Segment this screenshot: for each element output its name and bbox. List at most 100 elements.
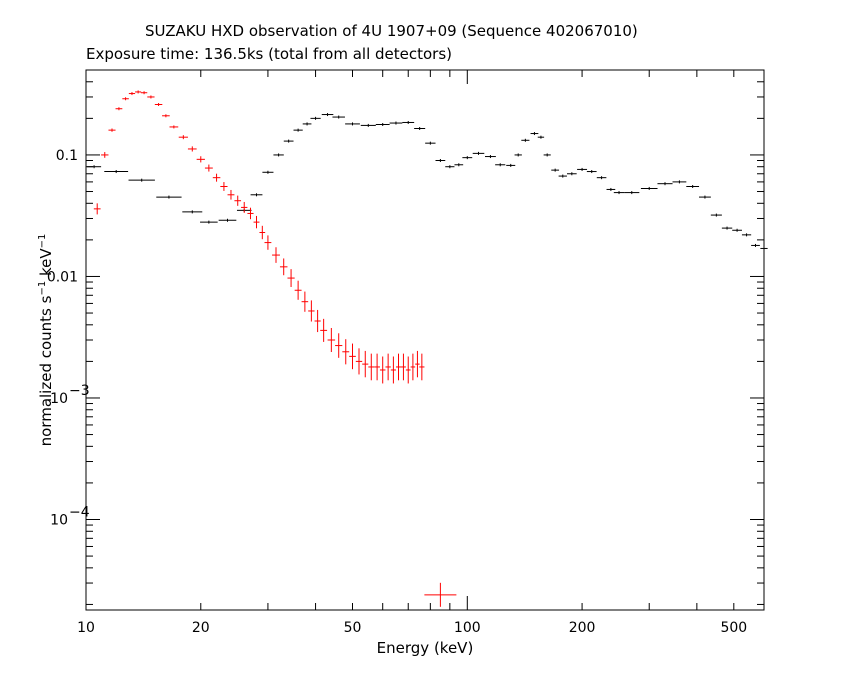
data-point — [721, 226, 733, 230]
data-point — [543, 153, 551, 157]
data-point — [273, 153, 284, 157]
data-point — [200, 220, 218, 224]
data-point — [710, 213, 722, 217]
data-point — [196, 156, 205, 163]
data-point — [686, 184, 700, 188]
data-point — [613, 191, 625, 195]
data-point — [402, 120, 415, 124]
data-point — [104, 170, 129, 174]
data-point — [264, 235, 272, 250]
data-point — [156, 195, 182, 199]
data-point — [537, 135, 545, 139]
data-point — [321, 113, 334, 117]
data-point — [220, 182, 228, 191]
data-point — [345, 122, 360, 126]
x-axis-label: Energy (keV) — [376, 639, 474, 657]
data-point — [302, 122, 312, 126]
y-tick-label-exp: −4 — [69, 505, 90, 521]
data-point — [577, 167, 588, 171]
data-point — [182, 210, 203, 214]
data-point — [379, 356, 386, 384]
data-point — [567, 172, 577, 176]
data-point — [212, 173, 221, 182]
data-point — [128, 178, 155, 182]
x-tick-label: 100 — [454, 620, 481, 636]
outlier-point — [424, 582, 457, 607]
data-point — [253, 215, 260, 229]
data-point — [247, 207, 254, 220]
data-point — [93, 203, 101, 215]
data-point — [287, 269, 295, 288]
y-tick-label-exp: −3 — [69, 383, 90, 399]
data-point — [227, 189, 235, 200]
data-point — [314, 309, 321, 333]
data-point — [699, 195, 711, 199]
data-point — [101, 152, 109, 158]
chart-title: SUZAKU HXD observation of 4U 1907+09 (Se… — [145, 22, 638, 40]
data-point — [262, 170, 274, 174]
data-point — [624, 191, 640, 195]
data-point — [514, 153, 522, 157]
y-tick-label: 0.1 — [56, 148, 78, 164]
data-point — [657, 182, 673, 186]
data-point — [310, 116, 321, 120]
x-tick-label: 10 — [77, 620, 95, 636]
data-point — [362, 350, 369, 378]
data-point — [375, 123, 390, 127]
data-point — [410, 353, 416, 381]
data-point — [558, 174, 567, 178]
data-point — [395, 353, 401, 381]
y-tick-label: 10 — [50, 513, 68, 529]
data-point — [250, 193, 263, 197]
series-layer — [87, 90, 768, 607]
x-tick-label: 500 — [720, 620, 747, 636]
data-point — [454, 163, 464, 167]
data-point — [445, 165, 455, 169]
data-point — [732, 228, 742, 232]
data-point — [187, 146, 197, 152]
data-point — [327, 328, 336, 352]
data-point — [389, 121, 403, 125]
data-point — [551, 168, 560, 172]
data-point — [301, 291, 309, 312]
data-point — [293, 128, 303, 132]
data-point — [349, 343, 356, 370]
data-point — [586, 170, 597, 174]
data-point — [272, 247, 280, 263]
data-point — [400, 353, 406, 381]
data-point — [283, 139, 294, 143]
data-point — [335, 333, 343, 358]
data-point — [485, 155, 496, 159]
data-point — [178, 135, 188, 140]
x-tick-label: 200 — [569, 620, 596, 636]
data-point — [606, 187, 616, 191]
data-point — [435, 158, 446, 162]
data-point — [87, 165, 102, 169]
data-point — [342, 339, 350, 365]
data-point — [154, 103, 163, 107]
data-point — [760, 246, 768, 250]
y-tick-label: 0.01 — [47, 269, 78, 285]
x-tick-label: 50 — [344, 620, 362, 636]
data-point — [122, 97, 129, 101]
x-tick-label: 20 — [192, 620, 210, 636]
data-point — [415, 350, 420, 378]
data-point — [294, 280, 302, 300]
data-point — [135, 90, 142, 94]
data-point — [495, 163, 506, 167]
data-point — [672, 180, 687, 184]
data-point — [320, 318, 328, 342]
data-point — [405, 356, 411, 384]
y-axis-label-base: normalized counts s — [37, 295, 55, 447]
data-point — [521, 138, 530, 142]
data-point — [462, 156, 473, 160]
data-point — [279, 258, 288, 276]
data-point — [374, 353, 380, 381]
plot-frame — [85, 69, 765, 611]
data-point — [385, 353, 391, 381]
data-point — [115, 107, 123, 111]
data-point — [162, 114, 170, 118]
axis-ticks — [85, 69, 765, 610]
data-point — [414, 127, 426, 131]
